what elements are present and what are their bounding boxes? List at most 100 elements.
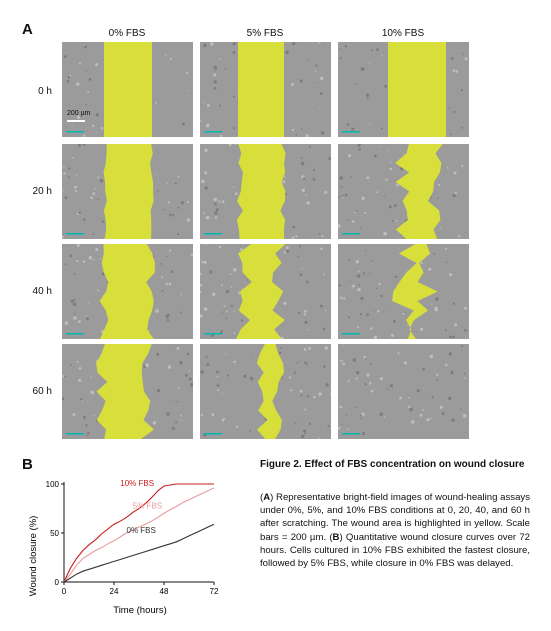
cell-speckle [295, 134, 298, 136]
cell-speckle [450, 274, 453, 276]
cell-speckle [73, 273, 76, 276]
cell-speckle [462, 53, 464, 55]
scale-bar [342, 131, 360, 133]
cell-speckle [342, 196, 344, 199]
cell-speckle [209, 270, 213, 274]
cell-speckle [221, 311, 224, 313]
cell-speckle [339, 48, 341, 50]
cell-speckle [177, 206, 180, 209]
cell-speckle [283, 175, 286, 178]
y-tick-label: 0 [55, 578, 60, 587]
cell-speckle [300, 161, 305, 166]
cell-speckle [220, 284, 223, 287]
cell-speckle [356, 371, 360, 375]
cell-speckle [285, 50, 289, 55]
cell-speckle [188, 377, 192, 381]
cell-speckle [73, 312, 76, 315]
cell-speckle [464, 57, 468, 61]
cell-speckle [304, 432, 306, 435]
cell-speckle [299, 273, 303, 277]
cell-speckle [312, 178, 316, 181]
cell-speckle [68, 167, 71, 170]
cell-speckle [240, 319, 244, 322]
cell-speckle [216, 384, 220, 387]
cell-speckle [233, 186, 235, 188]
cell-speckle [297, 361, 299, 363]
cell-speckle [305, 194, 307, 196]
cell-speckle [64, 196, 68, 199]
cell-speckle [346, 219, 349, 222]
cell-speckle [203, 260, 207, 264]
cell-speckle [304, 408, 306, 411]
cell-speckle [93, 415, 95, 417]
cell-speckle [286, 249, 290, 253]
cell-speckle [164, 54, 167, 56]
cell-speckle [362, 272, 365, 275]
cell-speckle [171, 426, 175, 430]
cell-speckle [426, 418, 430, 422]
cell-speckle [340, 186, 343, 188]
cell-speckle [355, 209, 358, 212]
cell-speckle [100, 238, 102, 239]
wound-area [96, 344, 154, 439]
cell-speckle [161, 289, 164, 292]
cell-speckle [299, 245, 302, 248]
cell-speckle [85, 103, 87, 106]
cell-speckle [249, 376, 254, 381]
cell-speckle [364, 211, 367, 214]
cell-speckle [200, 290, 202, 293]
cell-speckle [171, 214, 175, 217]
cell-speckle [76, 259, 79, 263]
cell-speckle [463, 377, 466, 379]
cell-speckle [430, 197, 433, 199]
cell-speckle [92, 233, 95, 235]
wound-area [103, 144, 154, 239]
scale-bar [342, 433, 360, 435]
scale-bar [66, 233, 84, 235]
cell-speckle [67, 176, 70, 179]
cell-speckle [320, 247, 323, 251]
x-tick-label: 24 [110, 587, 119, 596]
column-header-5fbs: 5% FBS [246, 28, 284, 39]
cell-speckle [88, 256, 93, 260]
cell-speckle [76, 361, 79, 363]
cell-speckle [377, 147, 379, 149]
cell-speckle [181, 122, 185, 126]
cell-speckle [219, 330, 223, 334]
cell-speckle [448, 335, 452, 339]
cell-speckle [78, 367, 82, 370]
cell-speckle [157, 189, 159, 192]
cell-speckle [219, 104, 221, 107]
cell-speckle [452, 69, 456, 72]
cell-speckle [82, 144, 86, 146]
cell-speckle [350, 176, 352, 178]
cell-speckle [338, 224, 341, 228]
cell-speckle [324, 346, 328, 350]
cell-speckle [232, 42, 236, 46]
cell-speckle [361, 412, 365, 416]
cell-speckle [78, 62, 81, 65]
cell-speckle [303, 348, 307, 351]
cell-speckle [386, 388, 389, 390]
cell-speckle [328, 157, 331, 160]
cell-speckle [85, 424, 88, 427]
cell-speckle [97, 176, 100, 179]
cell-speckle [345, 414, 348, 417]
cell-speckle [225, 317, 227, 320]
cell-speckle [229, 273, 232, 275]
wound-area [238, 42, 284, 137]
cell-speckle [85, 70, 87, 72]
x-axis-title: Time (hours) [113, 605, 167, 616]
scale-bar [66, 333, 84, 335]
cell-speckle [188, 370, 191, 372]
cell-speckle [351, 220, 355, 223]
cell-speckle [166, 182, 168, 184]
cell-speckle [156, 389, 161, 393]
cell-speckle [353, 127, 355, 130]
cell-speckle [145, 363, 149, 367]
cell-speckle [361, 431, 366, 436]
cell-speckle [211, 413, 215, 417]
cell-speckle [455, 70, 459, 73]
cell-speckle [76, 82, 80, 86]
cell-speckle [85, 317, 89, 321]
